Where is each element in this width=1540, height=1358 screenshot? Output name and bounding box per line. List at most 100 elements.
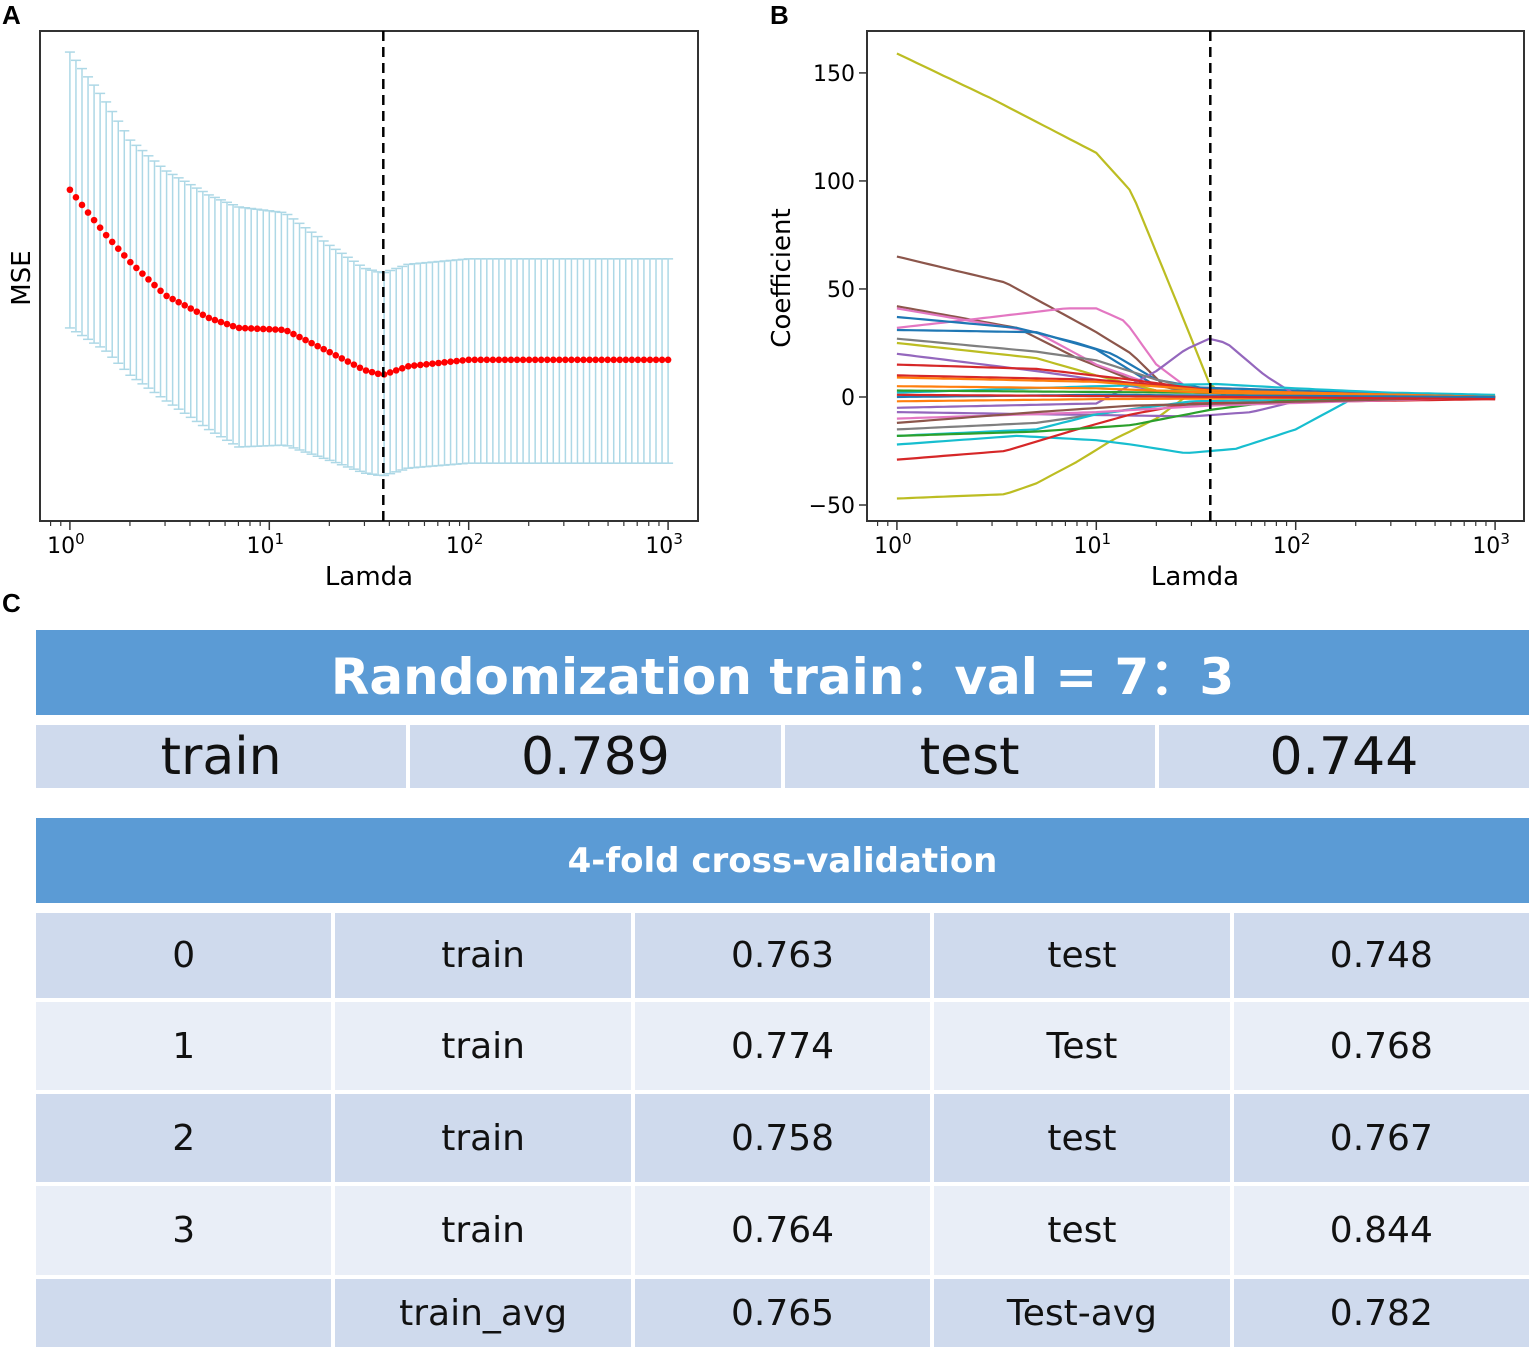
mse-point — [127, 258, 134, 266]
mse-point — [628, 356, 636, 364]
fold-index: 0 — [36, 913, 332, 998]
mse-point — [163, 292, 170, 300]
test-score: 0.748 — [1233, 913, 1530, 998]
mse-point — [96, 224, 104, 232]
y-tick-label: 50 — [827, 278, 855, 303]
mse-point — [66, 186, 74, 194]
randomization-title: Randomization train：val = 7：3 — [36, 630, 1529, 715]
summary-train-label: train — [36, 725, 407, 788]
y-tick-label: 100 — [813, 170, 855, 195]
mse-point — [513, 356, 521, 364]
mse-point — [568, 356, 575, 364]
mse-point — [411, 362, 418, 369]
x-tick-label: 102 — [446, 530, 484, 559]
mse-point — [320, 345, 327, 353]
x-tick-label: 101 — [247, 530, 285, 559]
mse-point — [652, 356, 660, 364]
mse-point — [284, 327, 291, 335]
mse-point — [169, 295, 176, 303]
mse-point — [477, 356, 485, 364]
mse-point — [259, 325, 267, 333]
coefficient-path — [896, 255, 1496, 399]
mse-point — [562, 356, 569, 364]
mse-point — [592, 356, 599, 364]
mse-point — [308, 339, 315, 347]
mse-point — [549, 356, 557, 364]
y-tick-label: −50 — [809, 494, 855, 519]
mse-point — [580, 356, 587, 364]
train-label: train — [335, 913, 631, 998]
mse-point — [102, 231, 110, 239]
mse-point — [139, 270, 146, 277]
mse-point — [664, 356, 672, 364]
mse-point — [610, 356, 618, 364]
coefficient-path — [896, 382, 1496, 396]
mse-point — [120, 252, 128, 259]
mse-point — [338, 355, 346, 362]
train-avg-label: train_avg — [335, 1279, 631, 1347]
y-tick-label: 0 — [841, 386, 855, 411]
mse-point — [278, 326, 285, 334]
summary-row: train 0.789 test 0.744 — [36, 725, 1529, 788]
mse-point — [556, 356, 563, 364]
y-axis-label: Coefficient — [767, 208, 797, 347]
mse-point — [235, 324, 243, 332]
mse-point — [157, 287, 164, 295]
mse-point — [314, 342, 321, 350]
mse-point — [332, 351, 340, 359]
train-score: 0.774 — [634, 1002, 931, 1090]
test-score: 0.768 — [1233, 1002, 1530, 1090]
mse-point — [483, 356, 491, 364]
x-tick-label: 100 — [874, 530, 912, 559]
cv-title: 4-fold cross-validation — [36, 818, 1529, 903]
x-tick-label: 101 — [1074, 530, 1112, 559]
mse-point — [646, 356, 654, 364]
mse-point — [356, 364, 364, 372]
mse-point — [501, 356, 509, 364]
table-row: 0 train 0.763 test 0.748 — [36, 913, 1530, 998]
mse-point — [247, 325, 255, 332]
fold-index — [36, 1279, 332, 1347]
test-label: test — [934, 1186, 1230, 1275]
train-score: 0.764 — [634, 1186, 931, 1275]
test-avg-score: 0.782 — [1233, 1279, 1530, 1347]
mse-point — [640, 356, 648, 364]
mse-point — [344, 358, 352, 365]
plot-frame — [866, 30, 1525, 522]
mse-point — [114, 245, 122, 252]
plot-frame — [39, 30, 699, 522]
charts: 100 101 102 103 Lamda MSE 100 101 102 10315010… — [7, 30, 1525, 592]
test-label: test — [934, 1094, 1230, 1182]
mse-point — [398, 365, 406, 372]
mse-point — [543, 356, 551, 364]
mse-point — [290, 330, 297, 338]
mse-point — [145, 276, 152, 283]
mse-point — [223, 320, 231, 328]
mse-point — [658, 356, 666, 364]
train-label: train — [335, 1186, 631, 1275]
mse-point — [392, 367, 400, 374]
mse-point — [187, 305, 195, 312]
mse-point — [386, 369, 394, 376]
mse-point — [598, 356, 605, 364]
mse-point — [531, 356, 539, 364]
panel-label-b: B — [770, 0, 789, 30]
summary-test-label: test — [784, 725, 1155, 788]
mse-point — [211, 316, 219, 324]
mse-point — [368, 368, 376, 376]
mse-point — [525, 356, 533, 364]
train-avg-score: 0.765 — [634, 1279, 931, 1347]
test-avg-label: Test-avg — [934, 1279, 1230, 1347]
mse-point — [350, 361, 358, 368]
mse-point — [519, 356, 527, 364]
coefficient-path — [896, 398, 1496, 461]
test-score: 0.844 — [1233, 1186, 1530, 1275]
panel-label-a: A — [2, 0, 21, 30]
mse-point — [229, 322, 237, 330]
coefficient-path — [896, 393, 1496, 401]
x-tick-label: 103 — [1472, 530, 1510, 559]
mse-point — [272, 326, 279, 333]
panel-label-c: C — [2, 588, 21, 618]
mse-point — [404, 362, 412, 370]
train-score: 0.763 — [634, 913, 931, 998]
